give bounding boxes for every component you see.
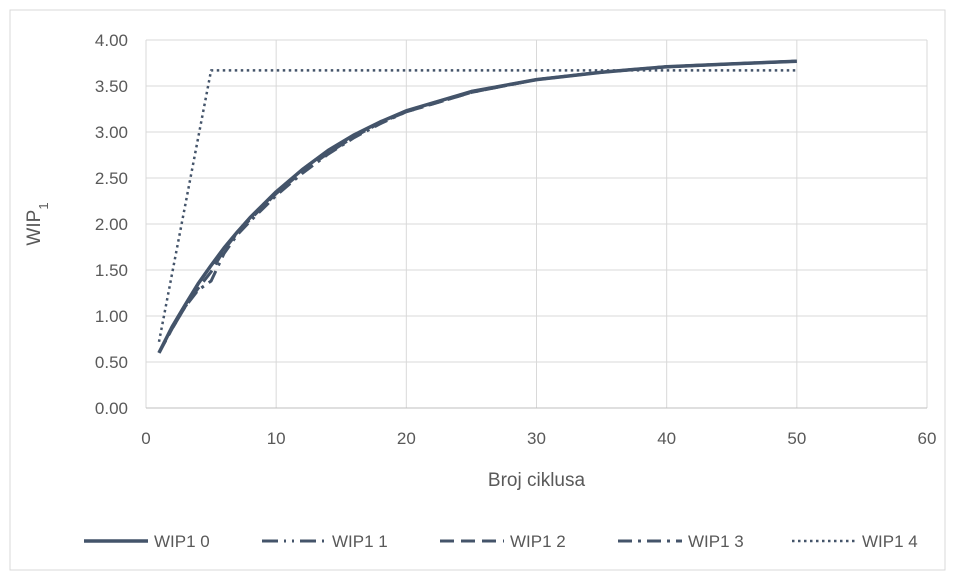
legend-label-2: WIP1 2 [510, 532, 566, 551]
y-tick-label: 0.50 [95, 353, 128, 372]
legend-label-3: WIP1 3 [688, 532, 744, 551]
x-tick-label: 50 [787, 429, 806, 448]
y-tick-label: 2.00 [95, 215, 128, 234]
y-tick-label: 1.00 [95, 307, 128, 326]
y-tick-label: 3.50 [95, 77, 128, 96]
series-line-wip1-4 [157, 69, 797, 343]
x-tick-label: 0 [141, 429, 150, 448]
y-axis-title-main: WIP [24, 210, 45, 246]
y-axis-title-subscript: 1 [36, 202, 51, 209]
gridlines [145, 39, 928, 409]
y-tick-label: 3.00 [95, 123, 128, 142]
legend-label-4: WIP1 4 [862, 532, 918, 551]
y-tick-label: 2.50 [95, 169, 128, 188]
x-tick-label: 10 [267, 429, 286, 448]
legend-label-1: WIP1 1 [332, 532, 388, 551]
x-tick-label: 30 [527, 429, 546, 448]
chart-frame [9, 9, 946, 571]
axes: 0.00 0.50 1.00 1.50 2.00 2.50 3.00 3.50 4.00 0 10 2… [95, 31, 937, 448]
y-tick-label: 1.50 [95, 261, 128, 280]
x-tick-label: 40 [657, 429, 676, 448]
series-lines [157, 59, 797, 354]
x-tick-label: 60 [918, 429, 937, 448]
legend: WIP1 0 WIP1 1 WIP1 2 WIP1 3 WIP1 4 [84, 532, 918, 551]
legend-label-0: WIP1 0 [154, 532, 210, 551]
y-axis-title: WIP1 [24, 202, 51, 245]
x-tick-label: 20 [397, 429, 416, 448]
series-line-wip1-3 [157, 59, 797, 354]
x-axis-title: Broj ciklusa [488, 470, 586, 491]
y-tick-label: 0.00 [95, 399, 128, 418]
y-tick-label: 4.00 [95, 31, 128, 50]
